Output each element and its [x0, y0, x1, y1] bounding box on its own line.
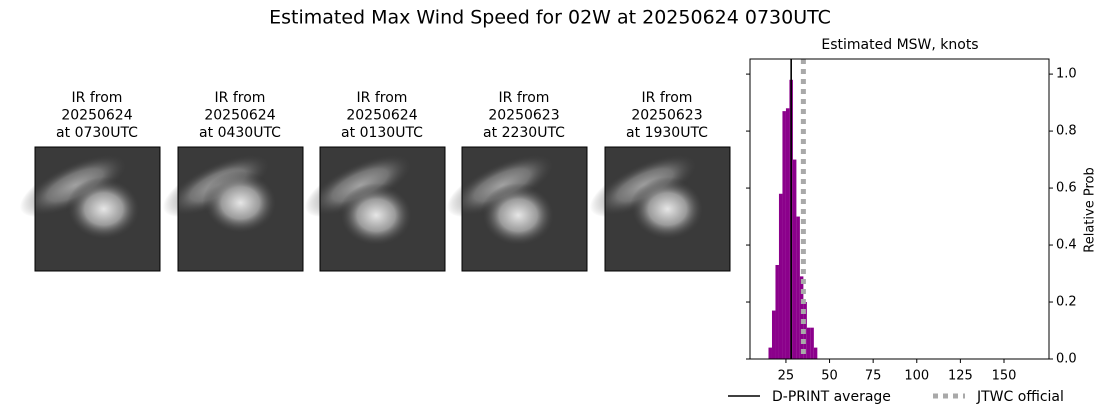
x-tick-label: 50: [821, 369, 838, 384]
y-tick-label: 0.6: [1056, 181, 1077, 196]
x-tick-label: 100: [904, 369, 929, 384]
storm-cloud: [65, 177, 142, 241]
storm-cloud: [338, 183, 415, 248]
panel-label: 20250624: [346, 108, 417, 124]
panel-label: IR from: [357, 90, 408, 106]
legend-label: JTWC official: [976, 389, 1064, 405]
cloud-band: [19, 152, 131, 218]
image-frame: [461, 146, 588, 272]
histogram-bar: [785, 108, 790, 359]
x-tick-label: 75: [865, 369, 882, 384]
y-tick-label: 0.8: [1056, 124, 1077, 139]
cloud-band: [446, 152, 558, 218]
panel-label: at 0730UTC: [56, 125, 138, 141]
panel-label: 20250624: [204, 108, 275, 124]
panel-label: IR from: [642, 90, 693, 106]
axis-title: Estimated MSW, knots: [821, 37, 978, 53]
histogram-bar: [782, 111, 786, 359]
y-tick-label: 1.0: [1056, 67, 1077, 82]
image-frame: [177, 146, 304, 272]
panel-label: 20250624: [61, 108, 132, 124]
histogram-bar: [813, 347, 818, 359]
image-frame: [34, 146, 161, 272]
storm-cloud: [202, 170, 279, 235]
histogram-bar: [796, 216, 800, 359]
histogram-bar: [768, 347, 772, 359]
panel-label: 20250623: [488, 108, 559, 124]
y-tick-label: 0.2: [1056, 295, 1077, 310]
panel-label: at 1930UTC: [626, 125, 708, 141]
histogram-bar: [810, 327, 814, 359]
panel-label: at 0130UTC: [341, 125, 423, 141]
x-tick-label: 25: [778, 369, 795, 384]
storm-cloud: [480, 183, 557, 248]
plot-frame: [749, 58, 1050, 360]
figure-title: Estimated Max Wind Speed for 02W at 2025…: [269, 7, 831, 29]
x-tick-label: 150: [992, 369, 1017, 384]
image-frame: [604, 146, 731, 272]
panel-label: IR from: [215, 90, 266, 106]
histogram-bar: [778, 193, 783, 359]
cloud-band: [304, 152, 416, 218]
legend-label: D-PRINT average: [772, 389, 891, 405]
histogram-bar: [775, 264, 779, 359]
image-frame: [319, 146, 446, 272]
panel-label: at 2230UTC: [483, 125, 565, 141]
panel-label: IR from: [499, 90, 550, 106]
x-tick-label: 125: [948, 369, 973, 384]
y-tick-label: 0.4: [1056, 238, 1077, 253]
histogram-bar: [792, 159, 797, 359]
histogram-bar: [806, 327, 811, 359]
histogram-bar: [771, 310, 776, 359]
panel-label: at 0430UTC: [199, 125, 281, 141]
y-tick-label: 0.0: [1056, 352, 1077, 367]
storm-cloud: [629, 177, 706, 241]
histogram-bar: [799, 276, 804, 359]
panel-label: IR from: [72, 90, 123, 106]
panel-label: 20250623: [631, 108, 702, 124]
y-axis-label: Relative Prob: [1083, 167, 1098, 252]
